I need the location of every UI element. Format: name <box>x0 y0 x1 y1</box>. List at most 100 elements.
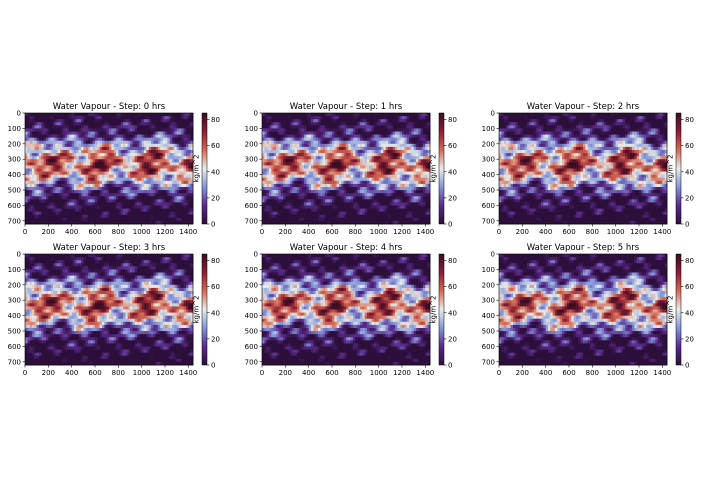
heatmap-image <box>499 254 668 366</box>
x-tick-label: 600 <box>88 369 101 377</box>
colorbar <box>201 253 208 366</box>
colorbar-tick-label: 80 <box>448 116 457 124</box>
x-tick-label: 600 <box>562 369 575 377</box>
panel-title: Water Vapour - Step: 1 hrs <box>290 102 403 112</box>
y-tick-label: 0 <box>17 251 21 259</box>
axes-frame <box>24 253 194 366</box>
colorbar-tick-label: 0 <box>211 221 215 229</box>
y-tick-label: 0 <box>491 251 495 259</box>
colorbar-tick-label: 20 <box>211 335 220 343</box>
x-tick-label: 600 <box>325 228 338 236</box>
colorbar-tick-label: 40 <box>685 168 694 176</box>
x-tick-label: 1400 <box>416 369 434 377</box>
y-tick-label: 200 <box>482 140 495 148</box>
y-tick-label: 100 <box>245 125 258 133</box>
y-tick-label: 600 <box>245 202 258 210</box>
x-tick-label: 600 <box>325 369 338 377</box>
panel-title: Water Vapour - Step: 0 hrs <box>53 102 166 112</box>
colorbar-tick-label: 80 <box>211 257 220 265</box>
y-tick-label: 500 <box>8 327 21 335</box>
x-tick-label: 0 <box>23 369 27 377</box>
y-tick-label: 200 <box>245 140 258 148</box>
y-tick-label: 500 <box>245 327 258 335</box>
colorbar-tick-label: 60 <box>685 283 694 291</box>
x-tick-label: 1400 <box>179 228 197 236</box>
y-tick-label: 500 <box>482 327 495 335</box>
x-tick-label: 1000 <box>607 228 625 236</box>
colorbar <box>675 112 682 225</box>
heatmap-image <box>25 254 194 366</box>
y-tick-label: 200 <box>482 281 495 289</box>
heatmap-image <box>499 113 668 225</box>
x-tick-label: 800 <box>586 228 599 236</box>
x-tick-label: 800 <box>112 369 125 377</box>
y-tick-label: 300 <box>8 156 21 164</box>
axes-frame <box>24 112 194 225</box>
colorbar-tick-label: 0 <box>685 221 689 229</box>
y-tick-label: 700 <box>482 217 495 225</box>
panel-title: Water Vapour - Step: 3 hrs <box>53 243 166 253</box>
y-tick-label: 300 <box>482 297 495 305</box>
x-tick-label: 1200 <box>630 228 648 236</box>
x-tick-label: 1200 <box>393 369 411 377</box>
colorbar-label: kg/m^2 <box>667 155 675 183</box>
y-tick-label: 400 <box>245 171 258 179</box>
panel-title: Water Vapour - Step: 5 hrs <box>527 243 640 253</box>
panel-title: Water Vapour - Step: 2 hrs <box>527 102 640 112</box>
colorbar-tick-label: 60 <box>211 142 220 150</box>
y-tick-label: 0 <box>491 110 495 118</box>
x-tick-label: 400 <box>302 228 315 236</box>
x-tick-label: 200 <box>279 228 292 236</box>
x-tick-label: 600 <box>88 228 101 236</box>
y-tick-label: 300 <box>8 297 21 305</box>
colorbar-tick-label: 80 <box>448 257 457 265</box>
colorbar-tick-label: 80 <box>685 116 694 124</box>
x-tick-label: 400 <box>302 369 315 377</box>
y-tick-label: 100 <box>8 266 21 274</box>
colorbar-tick-label: 20 <box>685 335 694 343</box>
colorbar-label: kg/m^2 <box>193 296 201 324</box>
y-tick-label: 500 <box>245 186 258 194</box>
colorbar-label: kg/m^2 <box>193 155 201 183</box>
y-tick-label: 300 <box>245 297 258 305</box>
y-tick-label: 700 <box>245 358 258 366</box>
x-tick-label: 600 <box>562 228 575 236</box>
x-tick-label: 200 <box>516 228 529 236</box>
heatmap-image <box>262 113 431 225</box>
y-tick-label: 200 <box>245 281 258 289</box>
x-tick-label: 1000 <box>370 369 388 377</box>
y-tick-label: 700 <box>8 217 21 225</box>
y-tick-label: 100 <box>482 266 495 274</box>
colorbar-tick-label: 20 <box>448 335 457 343</box>
y-tick-label: 600 <box>245 343 258 351</box>
colorbar-label: kg/m^2 <box>667 296 675 324</box>
x-tick-label: 1400 <box>653 228 671 236</box>
colorbar-tick-label: 40 <box>211 168 220 176</box>
colorbar <box>438 112 445 225</box>
colorbar <box>675 253 682 366</box>
x-tick-label: 1400 <box>416 228 434 236</box>
colorbar-tick-label: 40 <box>448 309 457 317</box>
colorbar-tick-label: 0 <box>448 221 452 229</box>
y-tick-label: 400 <box>8 171 21 179</box>
x-tick-label: 200 <box>516 369 529 377</box>
y-tick-label: 400 <box>482 312 495 320</box>
colorbar-tick-label: 0 <box>685 362 689 370</box>
colorbar <box>438 253 445 366</box>
colorbar-tick-label: 0 <box>211 362 215 370</box>
y-tick-label: 200 <box>8 140 21 148</box>
y-tick-label: 300 <box>245 156 258 164</box>
x-tick-label: 0 <box>23 228 27 236</box>
y-tick-label: 700 <box>482 358 495 366</box>
x-tick-label: 1200 <box>630 369 648 377</box>
y-tick-label: 600 <box>482 202 495 210</box>
colorbar-label: kg/m^2 <box>430 155 438 183</box>
x-tick-label: 1000 <box>133 369 151 377</box>
x-tick-label: 400 <box>539 228 552 236</box>
y-tick-label: 600 <box>8 343 21 351</box>
